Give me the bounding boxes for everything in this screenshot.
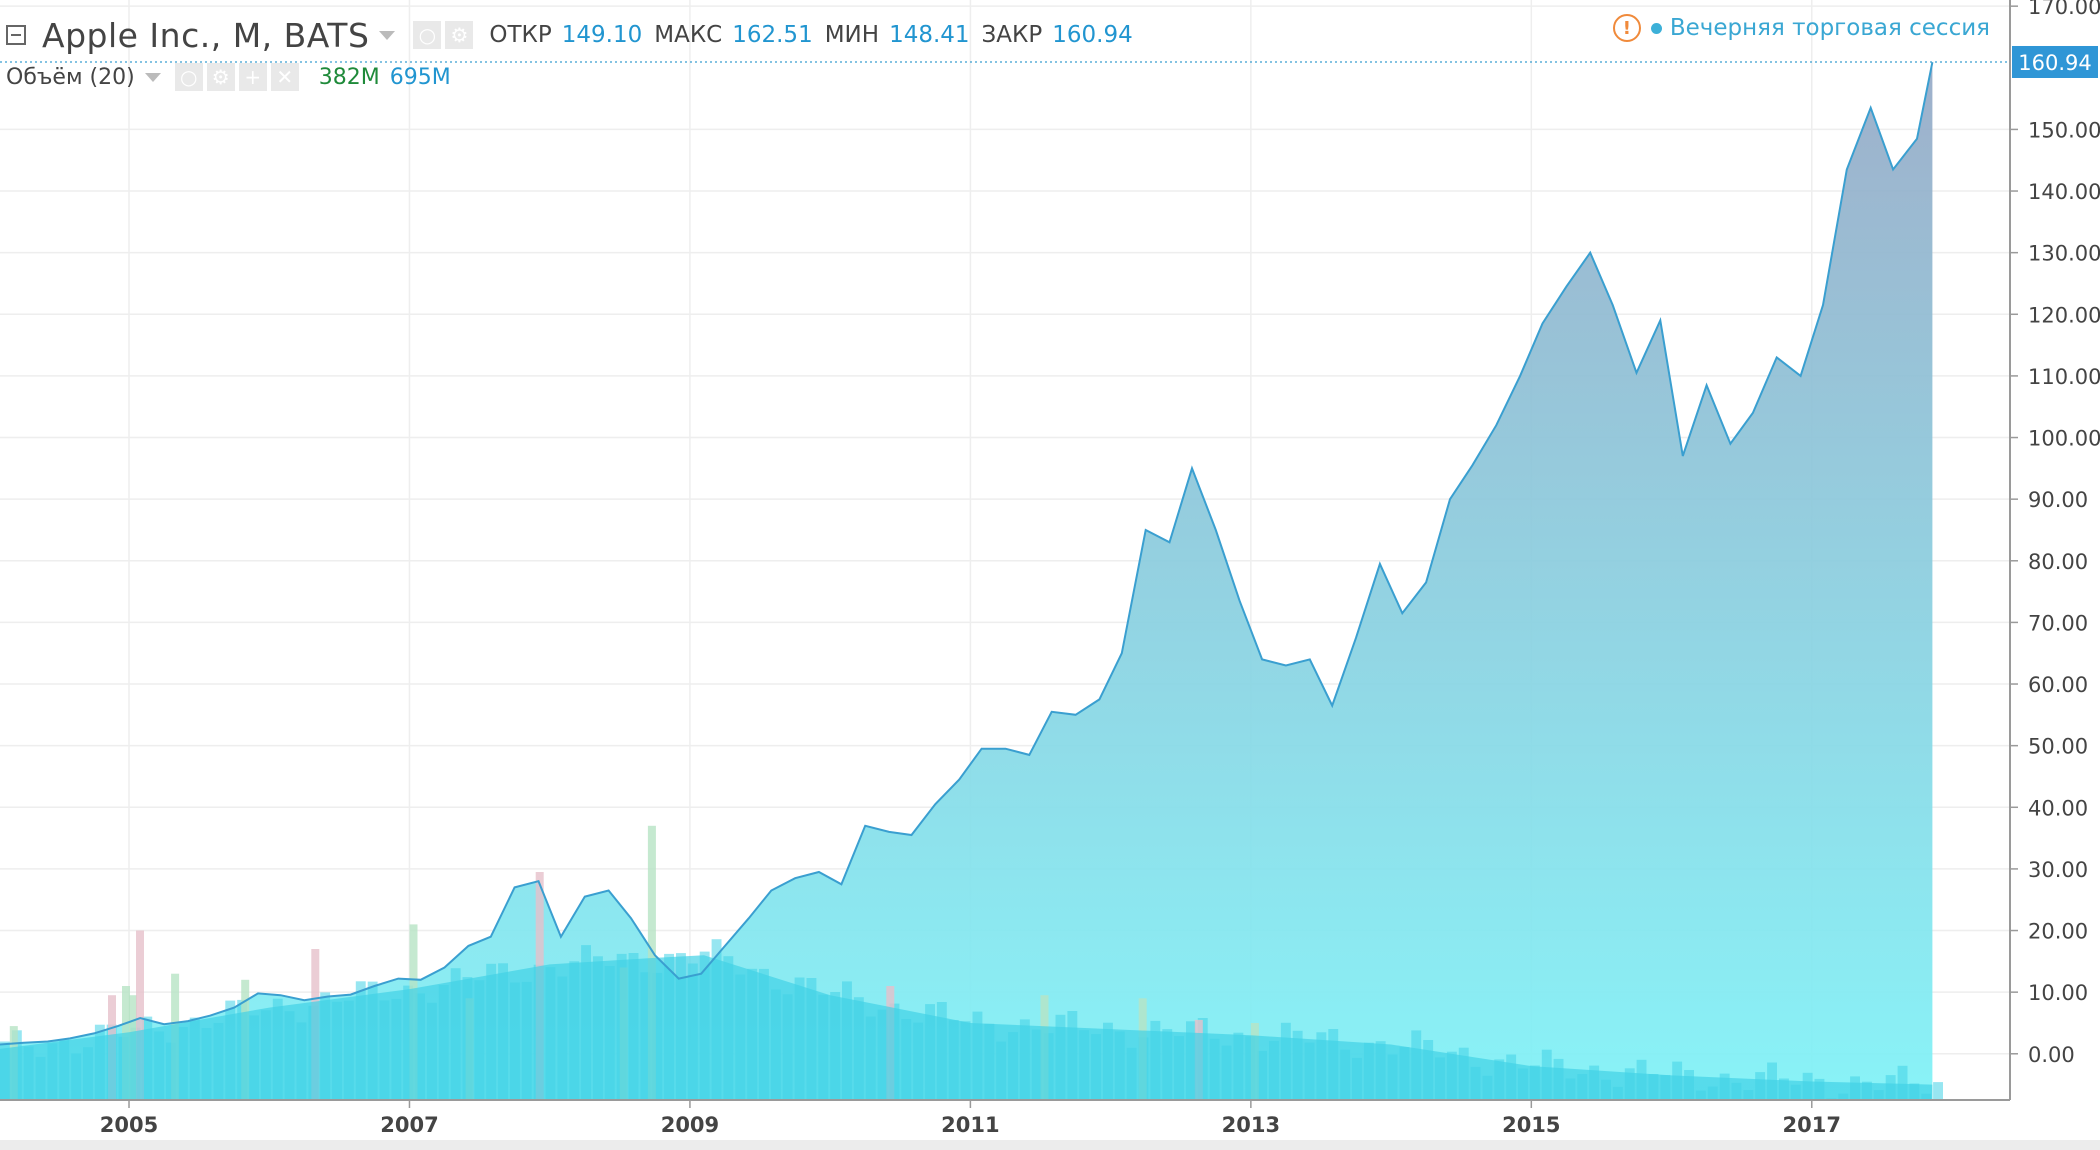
volume-spike-bar — [136, 930, 144, 1100]
volume-value-b: 695M — [389, 64, 451, 90]
gear-icon[interactable]: ⚙ — [206, 63, 235, 91]
status-dot-icon — [1650, 22, 1662, 34]
bottom-scrollbar-track — [0, 1140, 2100, 1150]
price-area-fill — [0, 62, 1933, 1101]
collapse-legend-button[interactable] — [6, 25, 26, 45]
y-tick-label: 90.00 — [2028, 488, 2088, 512]
y-tick-label: 170.00 — [2028, 0, 2100, 19]
eye-icon[interactable]: ○ — [174, 63, 203, 91]
y-tick-label: 0.00 — [2028, 1043, 2075, 1067]
y-tick-label: 100.00 — [2028, 427, 2100, 451]
low-value: 148.41 — [889, 22, 970, 48]
price-series-line — [0, 62, 1934, 1046]
open-label: ОТКР — [489, 22, 552, 48]
symbol-title[interactable]: Apple Inc., M, BATS — [42, 15, 370, 55]
volume-title[interactable]: Объём (20) — [6, 64, 135, 90]
x-tick-label: 2005 — [100, 1113, 158, 1137]
y-axis-ticks[interactable]: 0.00 10.00 20.00 30.00 40.00 50.00 60.00 70.00 8… — [2010, 0, 2100, 1067]
gear-icon[interactable]: ⚙ — [445, 21, 474, 49]
volume-dropdown-caret-icon[interactable] — [144, 72, 161, 82]
eye-icon[interactable]: ○ — [413, 21, 442, 49]
volume-ma-area — [0, 955, 1933, 1100]
volume-bar — [1897, 1065, 1908, 1100]
volume-legend: Объём (20) ○ ⚙ + ✕ 382M 695M — [6, 60, 451, 94]
session-indicator[interactable]: ! Вечерняя торговая сессия — [1612, 14, 1990, 42]
price-line — [0, 62, 1934, 1046]
low-label: МИН — [824, 22, 880, 48]
y-tick-label: 70.00 — [2028, 611, 2088, 635]
last-price-badge — [2012, 45, 2098, 78]
y-tick-label: 50.00 — [2028, 735, 2088, 759]
y-tick-label: 150.00 — [2028, 118, 2100, 142]
high-value: 162.51 — [732, 22, 813, 48]
symbol-dropdown-caret-icon[interactable] — [379, 30, 396, 40]
y-tick-label: 120.00 — [2028, 303, 2100, 327]
x-tick-label: 2013 — [1222, 1113, 1280, 1137]
volume-bar — [1933, 1082, 1943, 1100]
last-price-marker: 160.94 — [0, 45, 2098, 78]
x-axis-ticks[interactable]: 2005 2007 2009 2011 2013 2015 2017 — [100, 1100, 1841, 1137]
warning-icon[interactable]: ! — [1612, 14, 1641, 42]
y-tick-label: 140.00 — [2028, 180, 2100, 204]
main-series-legend: Apple Inc., M, BATS ○ ⚙ ОТКР 149.10 МАКС… — [6, 12, 1133, 58]
plus-icon[interactable]: + — [238, 63, 267, 91]
last-price-label: 160.94 — [2018, 51, 2091, 75]
y-tick-label: 130.00 — [2028, 242, 2100, 266]
x-tick-label: 2017 — [1783, 1113, 1841, 1137]
session-label: Вечерняя торговая сессия — [1669, 15, 1990, 41]
close-value: 160.94 — [1052, 22, 1133, 48]
x-tick-label: 2011 — [941, 1113, 999, 1137]
close-icon[interactable]: ✕ — [270, 63, 299, 91]
high-label: МАКС — [654, 22, 723, 48]
y-tick-label: 40.00 — [2028, 796, 2088, 820]
close-label: ЗАКР — [981, 22, 1043, 48]
y-tick-label: 20.00 — [2028, 920, 2088, 944]
x-tick-label: 2007 — [380, 1113, 438, 1137]
y-tick-label: 110.00 — [2028, 365, 2100, 389]
y-tick-label: 60.00 — [2028, 673, 2088, 697]
volume-value-a: 382M — [318, 64, 380, 90]
open-value: 149.10 — [561, 22, 643, 48]
x-tick-label: 2015 — [1502, 1113, 1560, 1137]
y-tick-label: 80.00 — [2028, 550, 2088, 574]
x-tick-label: 2009 — [661, 1113, 719, 1137]
y-tick-label: 30.00 — [2028, 858, 2088, 882]
price-area — [0, 62, 1933, 1101]
y-tick-label: 10.00 — [2028, 981, 2088, 1005]
volume-bars — [0, 825, 1943, 1100]
